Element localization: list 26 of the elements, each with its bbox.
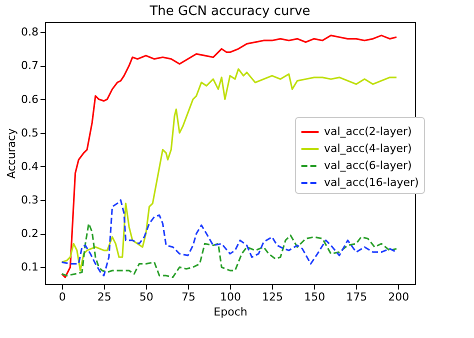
x-tick-label: 50	[139, 290, 154, 304]
legend-label: val_acc(16-layer)	[324, 176, 419, 189]
y-tick-label: 0.8	[21, 26, 38, 39]
y-tick-label: 0.6	[21, 92, 38, 106]
legend-label: val_acc(6-layer)	[324, 159, 412, 172]
x-tick-label: 200	[388, 290, 410, 304]
line-series	[61, 222, 398, 278]
y-axis-title: Accuracy	[5, 128, 18, 179]
y-tick-label: 0.5	[21, 126, 38, 140]
y-tick-label: 0.3	[21, 194, 38, 207]
x-tick-label: 100	[220, 290, 241, 304]
line-series	[61, 199, 398, 276]
x-tick-label: 75	[181, 290, 196, 304]
x-tick-label: 150	[304, 290, 326, 304]
legend-label: val_acc(4-layer)	[324, 142, 412, 155]
legend-label: val_acc(2-layer)	[324, 125, 412, 138]
y-tick-label: 0.2	[21, 227, 38, 240]
chart-title: The GCN accuracy curve	[148, 4, 310, 19]
x-tick-label: 175	[346, 290, 368, 304]
y-tick-label: 0.1	[21, 260, 38, 274]
x-tick-label: 125	[262, 290, 284, 304]
x-tick-label: 25	[97, 290, 112, 304]
x-tick-label: 0	[58, 290, 66, 304]
y-tick-label: 0.4	[21, 160, 38, 173]
x-axis-title: Epoch	[214, 306, 248, 318]
y-tick-label: 0.7	[21, 59, 38, 72]
